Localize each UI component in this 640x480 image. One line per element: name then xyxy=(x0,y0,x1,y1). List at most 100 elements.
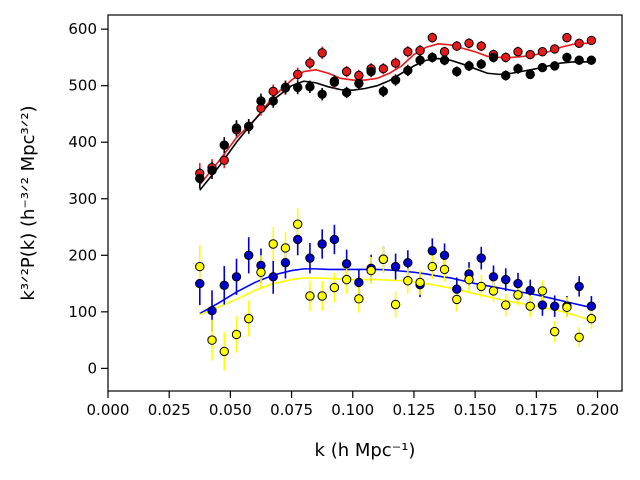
x-axis-label: k (h Mpc⁻¹) xyxy=(315,440,416,461)
x-tick-label: 0.075 xyxy=(270,401,313,419)
data-point xyxy=(586,313,597,324)
data-point xyxy=(501,300,511,310)
model-curve-2 xyxy=(199,268,592,315)
data-point xyxy=(219,140,229,150)
data-point xyxy=(268,239,278,249)
data-point xyxy=(292,234,303,245)
data-point xyxy=(439,264,450,275)
data-point xyxy=(268,96,278,106)
data-point xyxy=(586,301,597,311)
data-point xyxy=(403,65,413,76)
data-point xyxy=(354,70,364,81)
data-point xyxy=(415,277,425,288)
data-point xyxy=(305,58,315,68)
data-point xyxy=(549,301,560,311)
data-point xyxy=(403,47,413,57)
data-point xyxy=(378,254,389,264)
data-point xyxy=(574,38,584,48)
data-point xyxy=(574,281,584,292)
y-tick-label: 400 xyxy=(68,133,97,151)
data-point xyxy=(537,300,548,310)
data-point xyxy=(464,274,474,285)
data-point xyxy=(513,64,523,74)
data-point xyxy=(501,70,511,81)
model-curve-0 xyxy=(199,42,592,186)
data-point xyxy=(256,267,266,277)
data-point xyxy=(305,82,315,92)
data-point xyxy=(268,272,278,282)
data-point xyxy=(329,282,340,293)
data-point xyxy=(476,253,486,263)
data-point xyxy=(427,261,438,272)
data-point xyxy=(390,261,401,272)
data-point xyxy=(537,47,548,57)
data-point xyxy=(317,48,327,58)
data-point xyxy=(292,219,303,229)
data-point xyxy=(549,61,560,71)
data-point xyxy=(513,278,523,289)
data-point xyxy=(329,234,340,245)
data-point xyxy=(476,41,486,51)
y-tick-label: 200 xyxy=(68,246,97,264)
data-point xyxy=(525,301,535,311)
x-tick-label: 0.000 xyxy=(87,401,130,419)
data-point xyxy=(452,294,462,305)
data-point xyxy=(195,173,205,184)
data-point xyxy=(574,332,584,342)
data-point xyxy=(390,58,401,68)
y-tick-label: 500 xyxy=(68,77,97,95)
y-axis-ticks: 0 100 200 300 400 500 600 xyxy=(68,20,108,377)
data-point xyxy=(317,89,327,99)
y-tick-label: 600 xyxy=(68,20,97,38)
data-point xyxy=(207,165,217,176)
data-point xyxy=(256,96,266,106)
data-point xyxy=(476,281,486,292)
data-point xyxy=(403,276,413,286)
data-point xyxy=(366,66,376,77)
data-point xyxy=(549,326,560,337)
data-point xyxy=(537,62,548,73)
data-point xyxy=(513,290,523,300)
model-curve-1 xyxy=(199,57,592,191)
data-point xyxy=(452,284,462,294)
data-point xyxy=(195,278,205,289)
data-point xyxy=(219,346,229,357)
data-point xyxy=(305,291,315,301)
data-point xyxy=(354,294,364,304)
data-point xyxy=(452,41,462,51)
data-point xyxy=(427,52,438,63)
data-point xyxy=(586,35,597,46)
y-tick-label: 300 xyxy=(68,190,97,208)
data-point xyxy=(415,45,425,56)
data-point xyxy=(231,329,242,340)
data-point xyxy=(390,75,401,85)
data-point xyxy=(390,299,401,310)
data-point xyxy=(403,257,413,268)
data-point xyxy=(207,306,217,316)
data-point xyxy=(280,257,291,268)
data-point xyxy=(452,66,462,77)
x-tick-label: 0.100 xyxy=(331,401,374,419)
model-curve-3 xyxy=(199,277,592,322)
data-point xyxy=(341,66,352,77)
x-axis-ticks: 0.000 0.025 0.050 0.075 0.100 0.125 0.150 0.175… xyxy=(87,391,619,419)
data-point xyxy=(231,123,242,133)
data-point xyxy=(415,55,425,65)
data-point xyxy=(537,286,548,296)
data-point xyxy=(244,250,254,261)
data-point xyxy=(317,239,327,249)
y-axis-label: k³ᐟ²P(k) (h⁻³ᐟ² Mpc³ᐟ²) xyxy=(18,105,39,300)
data-point xyxy=(207,335,217,345)
y-tick-label: 100 xyxy=(68,303,97,321)
data-point xyxy=(525,69,535,80)
data-point xyxy=(268,86,278,97)
x-tick-label: 0.200 xyxy=(576,401,619,419)
data-point xyxy=(549,44,560,54)
data-point xyxy=(488,272,499,282)
data-point xyxy=(427,246,438,256)
data-point xyxy=(292,82,303,93)
data-point xyxy=(439,47,450,57)
data-point xyxy=(501,52,511,63)
data-point xyxy=(464,61,474,71)
